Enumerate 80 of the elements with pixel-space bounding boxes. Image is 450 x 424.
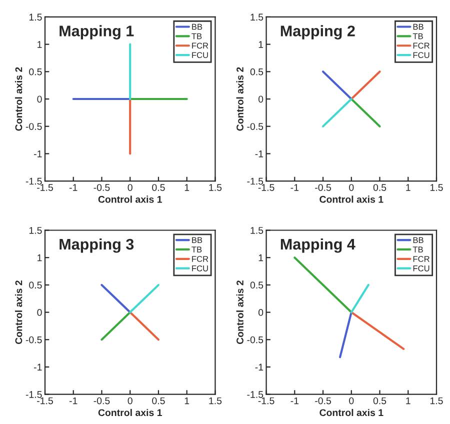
x-tick-label: 0.5 — [373, 184, 386, 191]
y-tick-label: -1.5 — [26, 391, 42, 398]
y-tick-label: 1 — [258, 41, 264, 48]
x-tick-label: 1.5 — [209, 184, 222, 191]
y-tick-label: 1.5 — [250, 14, 264, 21]
y-tick-label: 1.5 — [250, 227, 264, 234]
x-tick-label: 0.5 — [152, 184, 165, 191]
y-axis-title: Control axis 2 — [15, 280, 22, 344]
legend-label: TB — [192, 246, 202, 252]
y-tick-label: -1.5 — [247, 178, 264, 185]
x-tick-label: -1 — [69, 397, 78, 404]
legend-label: FCU — [192, 52, 208, 58]
x-tick-label: 0 — [349, 397, 354, 404]
x-tick-label: 1 — [406, 184, 410, 191]
text: Mapping 1 — [60, 25, 134, 40]
y-tick-label: 0 — [37, 96, 42, 103]
x-axis-title: Control axis 1 — [98, 196, 162, 203]
y-tick-label: 0 — [258, 96, 264, 103]
y-tick-label: 1.5 — [29, 14, 42, 21]
legend-label: FCR — [192, 256, 208, 262]
legend-label: TB — [412, 246, 423, 252]
x-tick-label: 1 — [184, 184, 190, 191]
x-axis-title: Control axis 1 — [320, 196, 384, 203]
y-tick-label: -0.5 — [247, 123, 264, 130]
legend-label: BB — [192, 24, 202, 30]
y-tick-label: 0.5 — [29, 68, 42, 76]
x-tick-label: -1 — [290, 184, 298, 191]
x-tick-label: -0.5 — [315, 397, 331, 404]
y-axis-title: Control axis 2 — [15, 67, 22, 131]
legend-label: FCR — [413, 256, 430, 262]
y-tick-label: -0.5 — [26, 123, 42, 130]
x-tick-label: 0 — [128, 397, 132, 404]
x-tick-label: 0.5 — [373, 397, 386, 404]
legend-label: TB — [412, 33, 423, 40]
x-tick-label: -0.5 — [94, 397, 110, 404]
x-axis-title: Control axis 1 — [320, 408, 384, 416]
x-tick-label: 0.5 — [152, 397, 165, 404]
x-tick-label: 0 — [128, 184, 132, 191]
legend-label: TB — [192, 33, 202, 40]
legend-label: FCR — [192, 42, 208, 49]
legend-label: BB — [413, 237, 424, 243]
text: Mapping 3 — [60, 238, 134, 253]
legend-label: BB — [413, 24, 424, 30]
x-tick-label: -1 — [290, 397, 298, 404]
y-tick-label: 1 — [38, 254, 42, 262]
y-tick-label: 0 — [258, 309, 264, 316]
x-tick-label: 1.5 — [430, 184, 443, 191]
y-tick-label: -1.5 — [26, 178, 42, 185]
y-tick-label: 1 — [38, 41, 42, 48]
x-axis-title: Control axis 1 — [98, 408, 162, 416]
y-tick-label: 1.5 — [29, 227, 42, 234]
legend-label: FCU — [413, 52, 430, 58]
y-tick-label: -1.5 — [247, 391, 264, 398]
x-tick-label: -0.5 — [94, 184, 110, 191]
x-tick-label: 1.5 — [209, 397, 222, 404]
legend-label: BB — [192, 237, 202, 243]
y-tick-label: -1 — [34, 364, 42, 370]
x-tick-label: 1.5 — [430, 397, 443, 404]
legend-label: FCR — [413, 42, 430, 49]
y-tick-label: 0.5 — [29, 282, 42, 289]
y-tick-label: 1 — [258, 254, 264, 262]
y-tick-label: -0.5 — [247, 336, 264, 344]
x-tick-label: -0.5 — [315, 184, 331, 191]
x-tick-label: 0 — [349, 184, 354, 191]
text: Mapping 4 — [280, 238, 356, 253]
y-tick-label: 0 — [37, 309, 42, 316]
legend-label: FCU — [192, 265, 208, 272]
y-tick-label: -1 — [255, 150, 264, 158]
x-tick-label: 1 — [184, 397, 190, 404]
y-axis-title: Control axis 2 — [236, 67, 244, 131]
x-tick-label: -1 — [69, 184, 78, 191]
text: Mapping 2 — [280, 25, 355, 40]
legend-label: FCU — [413, 265, 430, 272]
y-tick-label: 0.5 — [250, 68, 264, 76]
y-tick-label: -1 — [34, 150, 42, 158]
y-axis-title: Control axis 2 — [236, 280, 244, 344]
x-tick-label: 1 — [406, 397, 410, 404]
y-tick-label: 0.5 — [250, 282, 264, 289]
y-tick-label: -1 — [255, 364, 264, 370]
y-tick-label: -0.5 — [26, 336, 42, 344]
